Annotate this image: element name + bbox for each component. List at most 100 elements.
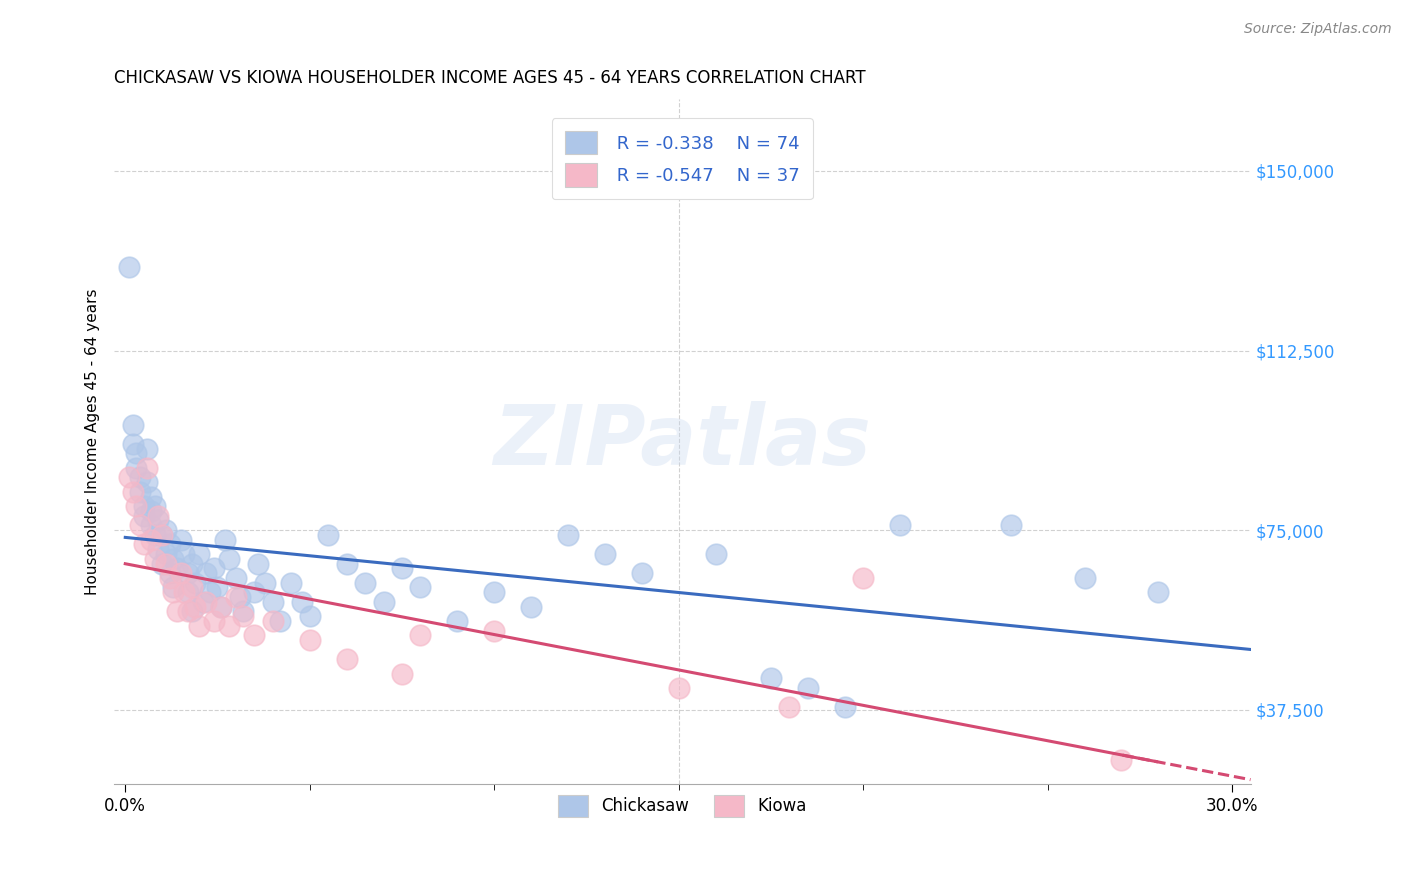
Point (143, 551, 166, 566)
Point (409, 581, 432, 595)
Point (139, 504, 162, 518)
Point (155, 547, 177, 561)
Point (247, 557, 270, 571)
Point (225, 590, 247, 604)
Point (118, 260, 141, 274)
Point (336, 557, 359, 571)
Point (202, 561, 225, 575)
Point (148, 542, 170, 557)
Point (1000, 518, 1022, 533)
Point (391, 666, 413, 681)
Point (316, 528, 339, 542)
Point (121, 417, 143, 432)
Point (118, 470, 141, 484)
Point (482, 624, 505, 638)
Point (280, 575, 302, 590)
Point (166, 561, 188, 575)
Point (391, 561, 413, 575)
Point (177, 604, 200, 618)
Point (125, 446, 148, 460)
Point (759, 672, 782, 686)
Point (218, 619, 240, 633)
Point (177, 585, 200, 599)
Point (184, 599, 207, 614)
Point (150, 557, 173, 571)
Point (291, 595, 314, 609)
Point (243, 628, 266, 642)
Point (177, 566, 200, 580)
Point (446, 614, 468, 628)
Point (129, 470, 152, 484)
Point (1147, 585, 1170, 599)
Legend: Chickasaw, Kiowa: Chickasaw, Kiowa (551, 789, 814, 823)
Point (889, 518, 911, 533)
Point (243, 585, 266, 599)
Point (139, 533, 162, 547)
Point (162, 551, 184, 566)
Point (254, 575, 277, 590)
Point (218, 551, 240, 566)
Point (482, 585, 505, 599)
Point (162, 581, 184, 595)
Point (778, 700, 800, 714)
Point (173, 547, 195, 561)
Point (1073, 571, 1095, 585)
Point (373, 595, 395, 609)
Point (169, 533, 191, 547)
Point (1111, 753, 1133, 767)
Point (209, 599, 232, 614)
Point (155, 557, 177, 571)
Point (409, 628, 432, 642)
Point (129, 484, 152, 499)
Point (180, 581, 202, 595)
Point (173, 585, 195, 599)
Point (704, 547, 727, 561)
Point (155, 523, 177, 537)
Point (159, 537, 181, 551)
Point (162, 585, 184, 599)
Point (136, 442, 159, 456)
Point (159, 566, 181, 580)
Point (166, 604, 188, 618)
Point (228, 590, 250, 604)
Point (298, 633, 321, 648)
Point (129, 518, 152, 533)
Point (225, 571, 247, 585)
Point (139, 490, 162, 504)
Point (148, 513, 170, 527)
Point (188, 547, 211, 561)
Point (136, 460, 159, 475)
Point (557, 528, 579, 542)
Point (139, 518, 162, 533)
Text: CHICKASAW VS KIOWA HOUSEHOLDER INCOME AGES 45 - 64 YEARS CORRELATION CHART: CHICKASAW VS KIOWA HOUSEHOLDER INCOME AG… (114, 69, 866, 87)
Point (209, 599, 232, 614)
Point (262, 614, 284, 628)
Point (125, 460, 148, 475)
Point (834, 700, 856, 714)
Point (232, 609, 254, 624)
Point (132, 499, 155, 513)
Point (195, 595, 218, 609)
Point (354, 575, 377, 590)
Point (630, 566, 652, 580)
Point (169, 566, 191, 580)
Point (180, 604, 202, 618)
Point (121, 484, 143, 499)
Point (214, 533, 236, 547)
Point (136, 475, 159, 490)
Point (520, 599, 543, 614)
Point (121, 437, 143, 451)
Point (207, 581, 229, 595)
Point (262, 595, 284, 609)
Point (125, 499, 148, 513)
Point (198, 585, 221, 599)
Point (195, 566, 218, 580)
Point (180, 557, 202, 571)
Y-axis label: Householder Income Ages 45 - 64 years: Householder Income Ages 45 - 64 years (86, 288, 100, 595)
Text: ZIPatlas: ZIPatlas (494, 401, 872, 482)
Point (148, 508, 170, 523)
Point (298, 609, 321, 624)
Point (184, 575, 207, 590)
Point (593, 547, 616, 561)
Point (143, 528, 166, 542)
